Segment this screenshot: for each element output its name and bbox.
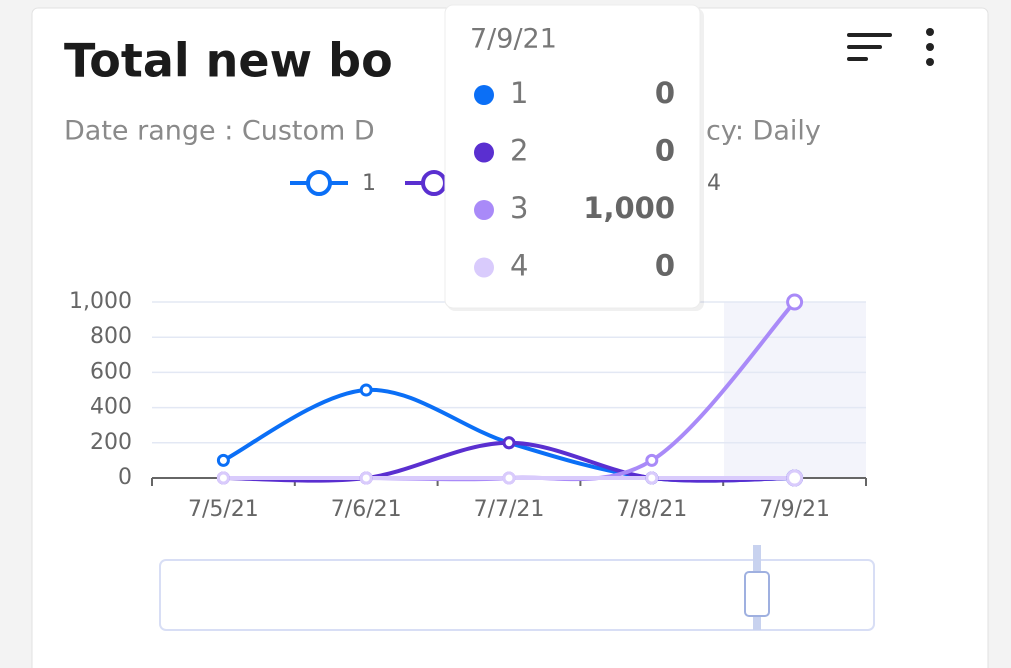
y-tick-label: 600: [90, 359, 132, 384]
tooltip-name: 2: [510, 134, 528, 168]
data-zoom[interactable]: [159, 545, 875, 631]
subtitle: cy: Daily: [706, 116, 821, 147]
chart-title: Total new bo: [64, 34, 393, 88]
sort-icon[interactable]: [847, 33, 892, 61]
point: [645, 471, 659, 485]
tooltip-box: [444, 4, 701, 309]
tooltip-value: 0: [655, 134, 675, 168]
tooltip-title: 7/9/21: [470, 24, 557, 55]
tooltip-value: 0: [655, 249, 675, 283]
tooltip-dot: [474, 200, 494, 220]
tooltip: 7/9/21 1 0 2 0 3 1,000 4 0: [444, 4, 704, 311]
point: [216, 453, 230, 467]
y-tick-label: 800: [90, 324, 132, 349]
point: [359, 383, 373, 397]
tooltip-value: 1,000: [583, 191, 675, 225]
legend-marker: [306, 170, 332, 196]
y-tick-label: 1,000: [69, 289, 132, 314]
tooltip-dot: [474, 85, 494, 105]
x-tick-label: 7/9/21: [759, 497, 830, 522]
point: [502, 471, 516, 485]
x-tick-label: 7/5/21: [188, 497, 259, 522]
y-tick-label: 0: [118, 465, 132, 490]
tooltip-dot: [474, 257, 494, 278]
legend-marker: [421, 170, 447, 196]
point: [786, 469, 804, 487]
tooltip-dot: [474, 142, 494, 163]
point: [645, 453, 659, 467]
x-tick-label: 7/7/21: [474, 497, 545, 522]
point: [502, 436, 516, 450]
point: [786, 293, 804, 311]
point: [216, 471, 230, 485]
tooltip-name: 4: [510, 249, 528, 283]
legend-label: 1: [362, 171, 376, 196]
tooltip-name: 3: [510, 191, 528, 225]
y-tick-label: 400: [90, 395, 132, 420]
legend-label: 4: [707, 171, 721, 196]
tooltip-value: 0: [655, 76, 675, 110]
hover-band: [724, 302, 866, 478]
x-tick-label: 7/6/21: [331, 497, 402, 522]
x-tick-label: 7/8/21: [616, 497, 687, 522]
subtitle: Date range : Custom D: [64, 116, 375, 147]
tooltip-name: 1: [510, 76, 528, 110]
y-tick-label: 200: [90, 430, 132, 455]
more-icon[interactable]: [926, 28, 934, 66]
point: [359, 471, 373, 485]
